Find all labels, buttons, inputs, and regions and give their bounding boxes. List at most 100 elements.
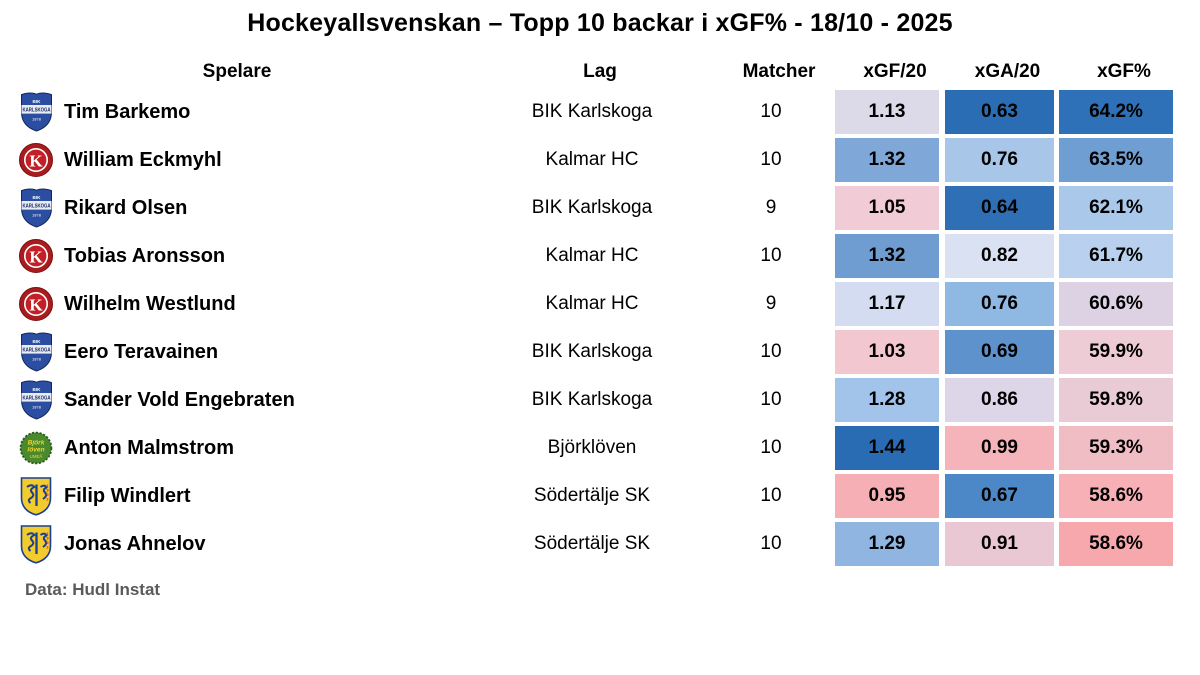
bjorkloven-logo: Björk löven UMEÅ bbox=[19, 431, 53, 465]
player-name: Tim Barkemo bbox=[64, 100, 191, 123]
svg-text:1: 1 bbox=[46, 483, 49, 488]
team-logo: BIK KARLSKOGA 1878 bbox=[16, 332, 56, 372]
svg-text:1: 1 bbox=[46, 531, 49, 536]
xga20-value-cell: 0.64 bbox=[945, 186, 1054, 230]
xgfpct-value-cell: 58.6% bbox=[1059, 522, 1173, 566]
team-logo: BIK KARLSKOGA 1878 bbox=[16, 92, 56, 132]
xgfpct-value-cell: 59.9% bbox=[1059, 330, 1173, 374]
svg-text:1878: 1878 bbox=[32, 117, 42, 122]
team-name: Södertälje SK bbox=[533, 485, 651, 506]
xgfpct-value-cell: 59.8% bbox=[1059, 378, 1173, 422]
player-name: Sander Vold Engebraten bbox=[64, 388, 295, 411]
xga20-value-cell: 0.91 bbox=[945, 522, 1054, 566]
team-name: Kalmar HC bbox=[545, 149, 639, 170]
svg-text:BIK: BIK bbox=[32, 99, 41, 104]
data-source-credit: Data: Hudl Instat bbox=[25, 580, 161, 599]
matches-played: 9 bbox=[765, 293, 777, 314]
team-logo: K bbox=[16, 236, 56, 276]
column-header-xga20: xGA/20 bbox=[974, 61, 1041, 82]
team-logo: Björk löven UMEÅ bbox=[16, 428, 56, 468]
player-name: Eero Teravainen bbox=[64, 340, 219, 363]
table-header: Spelare Lag Matcher xGF/20 xGA/20 xGF% bbox=[0, 58, 1200, 86]
table-row: BIK KARLSKOGA 1878 Rikard Olsen BIK Karl… bbox=[0, 184, 1200, 232]
player-name: Anton Malmstrom bbox=[64, 436, 234, 459]
column-header-xgfpct: xGF% bbox=[1097, 61, 1151, 82]
svg-text:KARLSKOGA: KARLSKOGA bbox=[22, 348, 50, 354]
matches-played: 10 bbox=[760, 389, 782, 410]
matches-played: 10 bbox=[760, 341, 782, 362]
svg-text:Björk: Björk bbox=[28, 440, 45, 447]
xgf20-value-cell: 1.44 bbox=[835, 426, 939, 470]
kalmar-hc-logo: K bbox=[19, 239, 53, 273]
team-name: Björklöven bbox=[547, 437, 637, 458]
xgf20-value-cell: 1.28 bbox=[835, 378, 939, 422]
team-logo: K bbox=[16, 284, 56, 324]
column-header-spelare: Spelare bbox=[202, 61, 272, 82]
matches-played: 10 bbox=[760, 245, 782, 266]
xgf20-value-cell: 0.95 bbox=[835, 474, 939, 518]
bik-karlskoga-logo: BIK KARLSKOGA 1878 bbox=[20, 92, 52, 132]
xgf20-value-cell: 1.29 bbox=[835, 522, 939, 566]
xgfpct-value-cell: 61.7% bbox=[1059, 234, 1173, 278]
bik-karlskoga-logo: BIK KARLSKOGA 1878 bbox=[20, 188, 52, 228]
xga20-value-cell: 0.82 bbox=[945, 234, 1054, 278]
svg-text:1878: 1878 bbox=[32, 213, 42, 218]
xga20-value-cell: 0.63 bbox=[945, 90, 1054, 134]
svg-text:9: 9 bbox=[46, 536, 49, 541]
table-row: BIK KARLSKOGA 1878 Eero Teravainen BIK K… bbox=[0, 328, 1200, 376]
team-name: BIK Karlskoga bbox=[531, 341, 653, 362]
svg-text:BIK: BIK bbox=[32, 339, 41, 344]
player-name: Filip Windlert bbox=[64, 484, 191, 507]
xgf20-value-cell: 1.32 bbox=[835, 138, 939, 182]
xgfpct-value-cell: 59.3% bbox=[1059, 426, 1173, 470]
svg-text:2: 2 bbox=[46, 545, 49, 550]
matches-played: 10 bbox=[760, 101, 782, 122]
team-logo: K bbox=[16, 140, 56, 180]
table-row: K William Eckmyhl Kalmar HC 10 1.32 0.76… bbox=[0, 136, 1200, 184]
matches-played: 10 bbox=[760, 149, 782, 170]
xga20-value-cell: 0.69 bbox=[945, 330, 1054, 374]
team-name: Södertälje SK bbox=[533, 533, 651, 554]
team-name: BIK Karlskoga bbox=[531, 101, 653, 122]
team-name: BIK Karlskoga bbox=[531, 197, 653, 218]
column-header-lag: Lag bbox=[583, 61, 617, 82]
svg-text:1878: 1878 bbox=[32, 357, 42, 362]
kalmar-hc-logo: K bbox=[19, 143, 53, 177]
player-name: William Eckmyhl bbox=[64, 148, 222, 171]
svg-text:KARLSKOGA: KARLSKOGA bbox=[22, 108, 50, 114]
matches-played: 9 bbox=[765, 197, 777, 218]
player-name: Jonas Ahnelov bbox=[64, 532, 206, 555]
column-header-matcher: Matcher bbox=[742, 61, 816, 82]
table-row: K Wilhelm Westlund Kalmar HC 9 1.17 0.76… bbox=[0, 280, 1200, 328]
svg-text:2: 2 bbox=[46, 497, 49, 502]
player-name: Rikard Olsen bbox=[64, 196, 188, 219]
matches-played: 10 bbox=[760, 437, 782, 458]
table-body: BIK KARLSKOGA 1878 Tim Barkemo BIK Karls… bbox=[0, 88, 1200, 568]
xgfpct-value-cell: 62.1% bbox=[1059, 186, 1173, 230]
xga20-value-cell: 0.67 bbox=[945, 474, 1054, 518]
svg-text:UMEÅ: UMEÅ bbox=[30, 454, 43, 459]
svg-text:BIK: BIK bbox=[32, 195, 41, 200]
team-name: Kalmar HC bbox=[545, 245, 639, 266]
xgf20-value-cell: 1.13 bbox=[835, 90, 939, 134]
table-row: K Tobias Aronsson Kalmar HC 10 1.32 0.82… bbox=[0, 232, 1200, 280]
team-name: BIK Karlskoga bbox=[531, 389, 653, 410]
team-logo: BIK KARLSKOGA 1878 bbox=[16, 380, 56, 420]
svg-text:BIK: BIK bbox=[32, 387, 41, 392]
page-title: Hockeyallsvenskan – Topp 10 backar i xGF… bbox=[247, 9, 953, 37]
team-name: Kalmar HC bbox=[545, 293, 639, 314]
xga20-value-cell: 0.76 bbox=[945, 138, 1054, 182]
xgfpct-value-cell: 60.6% bbox=[1059, 282, 1173, 326]
xgf20-value-cell: 1.03 bbox=[835, 330, 939, 374]
xgf20-value-cell: 1.32 bbox=[835, 234, 939, 278]
table-row: Björk löven UMEÅ Anton Malmstrom Björklö… bbox=[0, 424, 1200, 472]
table-row: BIK KARLSKOGA 1878 Tim Barkemo BIK Karls… bbox=[0, 88, 1200, 136]
xgfpct-value-cell: 64.2% bbox=[1059, 90, 1173, 134]
xgfpct-value-cell: 63.5% bbox=[1059, 138, 1173, 182]
svg-text:9: 9 bbox=[46, 488, 49, 493]
xgf20-value-cell: 1.17 bbox=[835, 282, 939, 326]
